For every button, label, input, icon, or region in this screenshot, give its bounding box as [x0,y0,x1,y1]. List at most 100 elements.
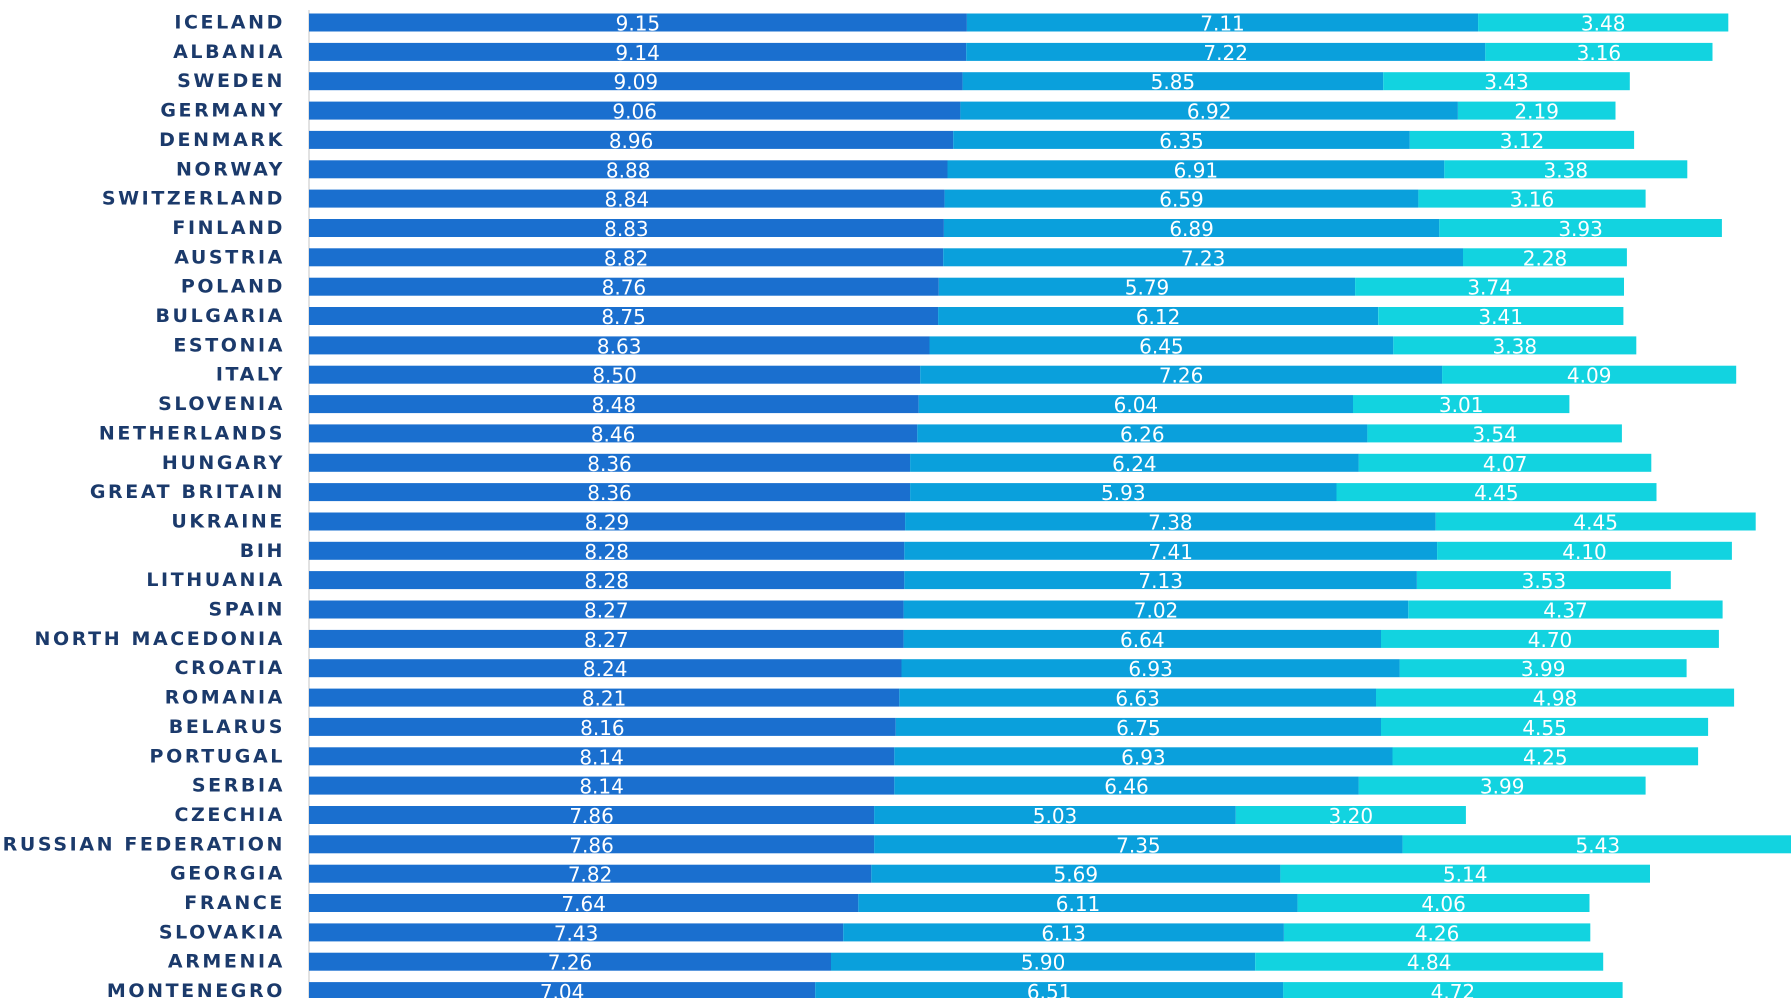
bar-segment-sweden-1 [309,72,963,91]
value-label-spain-1: 8.27 [584,599,629,623]
bar-segment-germany-1 [309,101,961,120]
value-label-georgia-2: 5.69 [1054,863,1099,887]
bar-segment-slovenia-2 [918,395,1353,414]
value-label-italy-3: 4.09 [1567,364,1612,388]
value-label-slovenia-2: 6.04 [1114,393,1159,417]
bar-segment-belarus-1 [309,717,896,736]
value-label-france-3: 4.06 [1421,892,1466,916]
category-label-lithuania: LITHUANIA [146,569,285,591]
value-label-switzerland-1: 8.84 [605,188,650,212]
category-label-slovakia: SLOVAKIA [159,921,285,943]
value-label-italy-1: 8.50 [592,364,637,388]
value-label-slovakia-1: 7.43 [554,921,599,945]
bar-segment-serbia-2 [894,776,1359,795]
category-label-finland: FINLAND [172,217,285,239]
bar-segment-france-3 [1297,894,1590,912]
category-label-denmark: DENMARK [159,129,285,151]
bar-segment-bulgaria-3 [1378,307,1624,325]
value-label-finland-2: 6.89 [1169,217,1214,241]
value-label-norway-1: 8.88 [606,158,651,182]
bar-segment-ukraine-2 [905,512,1436,531]
bar-segment-finland-1 [309,219,944,237]
value-label-poland-1: 8.76 [602,276,647,300]
category-label-bih: BIH [240,540,285,562]
category-label-france: FRANCE [184,892,285,914]
bar-segment-austria-3 [1463,248,1627,267]
value-label-great-britain-1: 8.36 [587,481,632,505]
category-label-estonia: ESTONIA [173,334,285,356]
value-label-ukraine-3: 4.45 [1573,510,1618,534]
value-label-sweden-1: 9.09 [614,70,659,94]
category-label-serbia: SERBIA [192,775,285,797]
category-label-netherlands: NETHERLANDS [99,422,285,444]
category-label-italy: ITALY [216,364,285,386]
bar-segment-norway-3 [1444,160,1688,179]
bar-segment-sweden-3 [1383,72,1630,91]
category-label-georgia: GEORGIA [170,863,285,885]
value-label-france-1: 7.64 [561,892,606,916]
category-labels: ICELAND ALBANIA SWEDEN GERMANY DENMARK NORWAY… [3,12,285,998]
bar-segment-slovakia-3 [1284,923,1591,942]
bar-segment-slovakia-1 [309,923,844,942]
bar-segment-germany-3 [1458,101,1616,120]
value-label-netherlands-2: 6.26 [1120,422,1165,446]
bar-segment-lithuania-1 [309,571,905,590]
value-label-ukraine-1: 8.29 [585,510,630,534]
bar-segment-bulgaria-2 [938,307,1379,325]
value-label-ukraine-2: 7.38 [1148,510,1193,534]
bar-segment-iceland-3 [1478,13,1729,32]
bar-segment-iceland-1 [309,13,967,32]
bar-segment-hungary-2 [910,453,1359,472]
category-label-norway: NORWAY [176,158,285,180]
value-label-georgia-3: 5.14 [1443,863,1488,887]
value-label-estonia-3: 3.38 [1493,334,1538,358]
bar-segment-norway-1 [309,160,948,179]
value-label-czechia-1: 7.86 [569,804,614,828]
value-label-great-britain-3: 4.45 [1474,481,1519,505]
value-label-sweden-3: 3.43 [1484,70,1529,94]
bar-segment-switzerland-1 [309,189,945,208]
bar-segment-france-2 [858,894,1298,912]
bar-segment-croatia-1 [309,659,902,678]
value-label-czechia-2: 5.03 [1033,804,1078,828]
value-label-sweden-2: 5.85 [1151,70,1196,94]
bar-segment-croatia-2 [901,659,1400,678]
value-label-croatia-1: 8.24 [583,657,628,681]
category-label-great-britain: GREAT BRITAIN [90,481,285,503]
bar-segment-serbia-3 [1358,776,1646,795]
bar-segment-austria-1 [309,248,944,267]
bar-segment-germany-2 [960,101,1458,120]
category-label-spain: SPAIN [208,599,285,621]
category-label-iceland: ICELAND [174,12,285,34]
value-label-italy-2: 7.26 [1159,364,1204,388]
bar-segment-poland-3 [1355,277,1624,296]
bar-segment-bulgaria-1 [309,307,939,325]
value-label-germany-3: 2.19 [1514,100,1559,124]
bar-segment-bih-1 [309,541,905,560]
bar-segment-netherlands-1 [309,424,918,443]
category-label-albania: ALBANIA [173,41,285,63]
value-label-romania-2: 6.63 [1115,687,1160,711]
value-label-iceland-1: 9.15 [616,12,661,36]
category-label-north-macedonia: NORTH MACEDONIA [35,628,285,650]
value-label-russian-federation-3: 5.43 [1576,833,1621,857]
value-label-belarus-2: 6.75 [1116,716,1161,740]
bar-segment-denmark-1 [309,130,954,149]
bar-segment-lithuania-2 [904,571,1417,590]
value-label-albania-3: 3.16 [1577,41,1622,65]
bar-segment-montenegro-2 [815,982,1284,998]
value-label-finland-3: 3.93 [1558,217,1603,241]
value-label-switzerland-3: 3.16 [1510,188,1555,212]
bar-segment-serbia-1 [309,776,895,795]
bar-segment-italy-2 [920,365,1443,384]
value-label-albania-2: 7.22 [1203,41,1248,65]
category-label-germany: GERMANY [160,100,285,122]
bar-segment-ukraine-1 [309,512,906,531]
category-label-russian-federation: RUSSIAN FEDERATION [3,833,285,855]
value-label-denmark-3: 3.12 [1500,129,1545,153]
bar-segment-slovenia-3 [1353,395,1570,414]
bar-segment-albania-2 [966,42,1486,61]
value-label-serbia-1: 8.14 [579,775,624,799]
value-label-bih-1: 8.28 [584,540,629,564]
bar-segment-switzerland-2 [944,189,1419,208]
